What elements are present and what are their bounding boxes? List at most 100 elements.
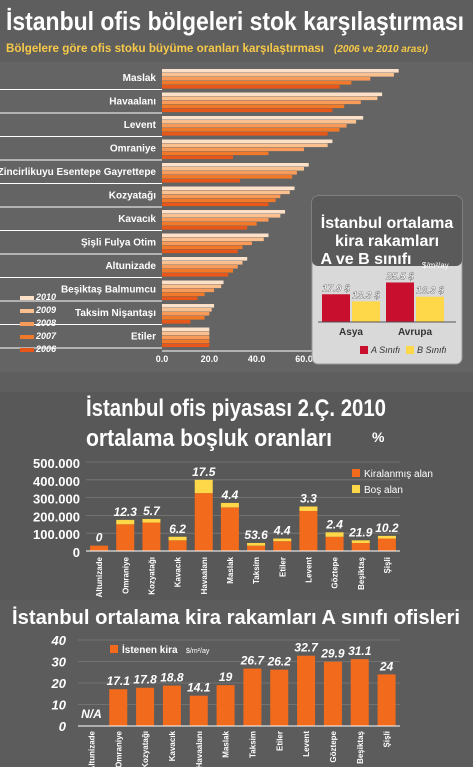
bar-2010 xyxy=(162,304,215,308)
x-category-label: Taksim xyxy=(248,731,257,758)
rent-bar xyxy=(350,659,369,726)
inset-bar-value: 16.3 $ xyxy=(416,286,444,297)
y-tick-label: 0 xyxy=(73,545,80,560)
x-category-label: Levent xyxy=(302,731,311,757)
legend-swatch-2007 xyxy=(20,335,34,339)
stacked-bar-Boş alan xyxy=(168,536,187,541)
x-category-label: Kozyatağı xyxy=(147,557,156,595)
inset-title-line1: İstanbul ortalama xyxy=(321,214,454,232)
y-tick-label: 100.000 xyxy=(33,527,80,542)
x-tick-label: 0.0 xyxy=(156,354,169,364)
legend-swatch xyxy=(352,469,360,477)
bar-vacancy-label: 21.9 xyxy=(348,525,373,539)
bar-2007 xyxy=(162,175,293,179)
bar-vacancy-label: 5.7 xyxy=(143,504,161,518)
legend-swatch-2010 xyxy=(20,296,34,300)
inset-legend-swatch-B Sınıfı xyxy=(406,346,414,354)
bar-2006 xyxy=(162,226,248,230)
x-category-label: Beşiktaş xyxy=(356,730,365,763)
rent-bar-value: 18.8 xyxy=(160,671,184,685)
inset-title-line2: kira rakamları xyxy=(335,233,439,250)
row-category-label: Altunizade xyxy=(105,261,156,272)
stacked-bar-Boş alan xyxy=(247,542,266,546)
bar-2007 xyxy=(162,151,269,156)
legend-label-2007: 2007 xyxy=(35,331,57,341)
stacked-bar-Boş alan xyxy=(220,502,239,508)
x-category-label: Levent xyxy=(304,557,313,583)
bar-2009 xyxy=(162,96,378,101)
bar-2010 xyxy=(162,186,295,191)
rent-bar-value: 24 xyxy=(379,659,394,673)
bar-2010 xyxy=(162,69,399,73)
x-category-label: Maslak xyxy=(222,730,231,757)
stacked-bar-Boş alan xyxy=(116,519,135,525)
rent-bar xyxy=(189,695,208,726)
inset-bar-value: 25.5 $ xyxy=(385,271,414,282)
stacked-bar-Boş alan xyxy=(299,506,318,511)
rent-bar-value: 14.1 xyxy=(187,681,211,695)
bar-2010 xyxy=(162,210,286,214)
row-category-label: Beşiktaş Balmumcu xyxy=(61,285,156,296)
bar-2007 xyxy=(162,198,276,203)
inset-legend-swatch-A Sınıfı xyxy=(360,346,368,354)
bar-2007 xyxy=(162,339,210,344)
bar-2006 xyxy=(162,108,333,113)
x-category-label: Maslak xyxy=(226,556,235,583)
rent-bar xyxy=(109,689,128,726)
row-category-label: Maslak xyxy=(123,73,157,84)
row-category-label: Omraniye xyxy=(110,144,157,155)
y-tick-label: 400.000 xyxy=(33,474,80,489)
bar-2008 xyxy=(162,265,238,269)
bar-2007 xyxy=(162,128,340,132)
inset-legend-label: B Sınıfı xyxy=(417,345,447,355)
inset-category-label: Asya xyxy=(339,327,363,338)
y-tick-label: 200.000 xyxy=(33,509,80,524)
bar-2009 xyxy=(162,308,212,312)
stacked-bar-Kiralanmış alan xyxy=(194,493,213,551)
y-tick-label: 500.000 xyxy=(33,456,80,471)
legend-label-2010: 2010 xyxy=(35,292,56,302)
row-category-label: Kozyatağı xyxy=(109,191,156,202)
y-tick-label: 10 xyxy=(52,698,67,713)
bar-2007 xyxy=(162,245,243,250)
stacked-bar-Kiralanmış alan xyxy=(351,542,370,551)
bar-2007 xyxy=(162,316,205,320)
stacked-bar-Kiralanmış alan xyxy=(325,536,344,551)
inset-bar-A Sınıfı xyxy=(322,294,350,322)
x-category-label: Göztepe xyxy=(329,730,338,762)
x-category-label: Kavacık xyxy=(174,556,183,587)
rent-bar xyxy=(136,687,155,726)
inset-category-label: Avrupa xyxy=(398,327,433,338)
chart3-unit: % xyxy=(372,429,385,445)
bar-2009 xyxy=(162,190,290,195)
legend-swatch xyxy=(110,645,118,653)
legend-label: Boş alan xyxy=(364,485,403,496)
bar-2010 xyxy=(162,92,383,97)
stacked-bar-Kiralanmış alan xyxy=(116,524,135,551)
stacked-bar-Boş alan xyxy=(142,518,161,523)
x-category-label: Etiler xyxy=(275,731,284,751)
stacked-bar-Boş alan xyxy=(325,532,344,537)
inset-bar-value: 13.3 $ xyxy=(352,290,380,301)
bar-vacancy-label: 0 xyxy=(96,531,103,545)
bar-vacancy-label: 4.4 xyxy=(221,488,239,502)
bar-2006 xyxy=(162,343,210,348)
x-category-label: Omraniye xyxy=(121,556,130,593)
rent-bar-value: N/A xyxy=(81,707,102,721)
legend-swatch-2006 xyxy=(20,348,34,352)
rent-bar xyxy=(323,661,342,726)
bar-2009 xyxy=(162,261,243,265)
chart1-title: İstanbul ofis bölgeleri stok karşılaştır… xyxy=(6,6,464,36)
bar-2007 xyxy=(162,81,352,85)
y-tick-label: 20 xyxy=(51,676,67,691)
legend-label: Kiralanmış alan xyxy=(364,469,433,480)
bar-2008 xyxy=(162,100,361,105)
bar-2010 xyxy=(162,280,224,285)
bar-vacancy-label: 17.5 xyxy=(192,465,216,479)
bar-vacancy-label: 2.4 xyxy=(325,517,343,531)
bar-2006 xyxy=(162,320,191,324)
rent-bar xyxy=(243,668,262,726)
bar-2006 xyxy=(162,155,233,160)
x-category-label: Altunizade xyxy=(95,556,104,597)
y-tick-label: 30 xyxy=(52,655,67,670)
